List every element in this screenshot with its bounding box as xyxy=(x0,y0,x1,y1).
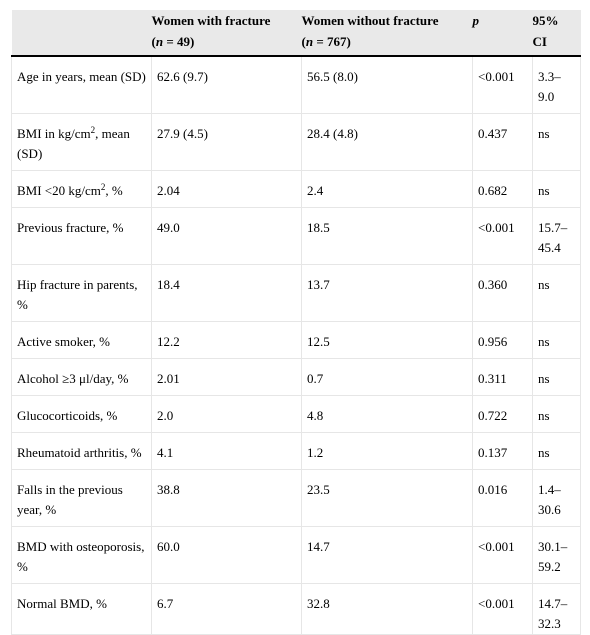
cell-without-fracture: 12.5 xyxy=(301,321,473,359)
header-p-value: p xyxy=(472,10,533,57)
header-without-n-val: = 767) xyxy=(313,34,351,49)
cell-with-fracture: 62.6 (9.7) xyxy=(151,56,302,114)
cell-p-value: 0.360 xyxy=(472,264,533,322)
cell-with-fracture: 2.04 xyxy=(151,170,302,208)
header-with-n-val: = 49) xyxy=(163,34,195,49)
row-label: BMI in kg/cm2, mean (SD) xyxy=(11,113,152,171)
row-label: BMI <20 kg/cm2, % xyxy=(11,170,152,208)
header-blank xyxy=(11,10,152,57)
cell-ci: 30.1–59.2 xyxy=(532,526,581,584)
table-row: Falls in the previous year, % 38.8 23.5 … xyxy=(11,469,581,527)
cell-without-fracture: 18.5 xyxy=(301,207,473,265)
cell-with-fracture: 60.0 xyxy=(151,526,302,584)
table-header: Women with fracture (n = 49) Women witho… xyxy=(11,10,581,57)
row-label-superscript: 2 xyxy=(90,125,96,135)
cell-with-fracture: 4.1 xyxy=(151,432,302,470)
cell-with-fracture: 38.8 xyxy=(151,469,302,527)
cell-p-value: <0.001 xyxy=(472,526,533,584)
header-ci-line2: CI xyxy=(532,34,547,49)
row-label: Glucocorticoids, % xyxy=(11,395,152,433)
cell-with-fracture: 18.4 xyxy=(151,264,302,322)
cell-ci: ns xyxy=(532,170,581,208)
cell-ci: ns xyxy=(532,113,581,171)
cell-ci: ns xyxy=(532,432,581,470)
table-row: BMD with osteoporosis, % 60.0 14.7 <0.00… xyxy=(11,526,581,584)
header-without-n-var: n xyxy=(305,34,314,49)
row-label-superscript: 2 xyxy=(100,182,106,192)
cell-p-value: 0.956 xyxy=(472,321,533,359)
table-row: Rheumatoid arthritis, % 4.1 1.2 0.137 ns xyxy=(11,432,581,470)
table-row: Hip fracture in parents, % 18.4 13.7 0.3… xyxy=(11,264,581,322)
row-label: Falls in the previous year, % xyxy=(11,469,152,527)
cell-with-fracture: 12.2 xyxy=(151,321,302,359)
row-label: Active smoker, % xyxy=(11,321,152,359)
cell-ci: 15.7–45.4 xyxy=(532,207,581,265)
row-label-suffix: , mean (SD) xyxy=(17,126,130,161)
cell-p-value: <0.001 xyxy=(472,583,533,635)
cell-ci: ns xyxy=(532,321,581,359)
row-label-text: BMI in kg/cm xyxy=(17,126,91,141)
header-without-title: Women without fracture xyxy=(301,13,439,28)
row-label: Alcohol ≥3 μl/day, % xyxy=(11,358,152,396)
table-row: Alcohol ≥3 μl/day, % 2.01 0.7 0.311 ns xyxy=(11,358,581,396)
cell-p-value: 0.016 xyxy=(472,469,533,527)
row-label-text: BMI <20 kg/cm xyxy=(17,183,101,198)
cell-without-fracture: 4.8 xyxy=(301,395,473,433)
header-with-title: Women with fracture xyxy=(151,13,271,28)
cell-with-fracture: 2.0 xyxy=(151,395,302,433)
cell-p-value: 0.137 xyxy=(472,432,533,470)
table-wrapper: Women with fracture (n = 49) Women witho… xyxy=(11,10,581,635)
header-ci-line1: 95% xyxy=(532,13,559,28)
table-row: Normal BMD, % 6.7 32.8 <0.001 14.7–32.3 xyxy=(11,583,581,635)
cell-p-value: 0.437 xyxy=(472,113,533,171)
header-p-label: p xyxy=(472,13,480,28)
cell-ci: ns xyxy=(532,395,581,433)
table-body: Age in years, mean (SD) 62.6 (9.7) 56.5 … xyxy=(11,56,581,635)
header-with-n-var: n xyxy=(155,34,164,49)
cell-without-fracture: 2.4 xyxy=(301,170,473,208)
row-label: BMD with osteoporosis, % xyxy=(11,526,152,584)
cell-p-value: <0.001 xyxy=(472,207,533,265)
row-label: Previous fracture, % xyxy=(11,207,152,265)
cell-with-fracture: 49.0 xyxy=(151,207,302,265)
cell-without-fracture: 1.2 xyxy=(301,432,473,470)
cell-without-fracture: 14.7 xyxy=(301,526,473,584)
row-label: Age in years, mean (SD) xyxy=(11,56,152,114)
comparison-table: Women with fracture (n = 49) Women witho… xyxy=(11,10,581,635)
table-row: BMI <20 kg/cm2, % 2.04 2.4 0.682 ns xyxy=(11,170,581,208)
cell-without-fracture: 56.5 (8.0) xyxy=(301,56,473,114)
cell-p-value: 0.311 xyxy=(472,358,533,396)
cell-without-fracture: 0.7 xyxy=(301,358,473,396)
cell-with-fracture: 2.01 xyxy=(151,358,302,396)
cell-without-fracture: 13.7 xyxy=(301,264,473,322)
row-label: Hip fracture in parents, % xyxy=(11,264,152,322)
header-row: Women with fracture (n = 49) Women witho… xyxy=(11,10,581,57)
header-women-with-fracture: Women with fracture (n = 49) xyxy=(151,10,302,57)
table-row: Active smoker, % 12.2 12.5 0.956 ns xyxy=(11,321,581,359)
header-women-without-fracture: Women without fracture (n = 767) xyxy=(301,10,473,57)
cell-ci: ns xyxy=(532,358,581,396)
cell-p-value: 0.682 xyxy=(472,170,533,208)
cell-p-value: <0.001 xyxy=(472,56,533,114)
cell-ci: ns xyxy=(532,264,581,322)
table-row: Age in years, mean (SD) 62.6 (9.7) 56.5 … xyxy=(11,56,581,114)
row-label: Rheumatoid arthritis, % xyxy=(11,432,152,470)
table-row: Previous fracture, % 49.0 18.5 <0.001 15… xyxy=(11,207,581,265)
table-row: BMI in kg/cm2, mean (SD) 27.9 (4.5) 28.4… xyxy=(11,113,581,171)
cell-p-value: 0.722 xyxy=(472,395,533,433)
cell-ci: 3.3–9.0 xyxy=(532,56,581,114)
cell-with-fracture: 27.9 (4.5) xyxy=(151,113,302,171)
cell-without-fracture: 32.8 xyxy=(301,583,473,635)
cell-ci: 1.4–30.6 xyxy=(532,469,581,527)
row-label-suffix: , % xyxy=(105,183,123,198)
table-row: Glucocorticoids, % 2.0 4.8 0.722 ns xyxy=(11,395,581,433)
cell-without-fracture: 23.5 xyxy=(301,469,473,527)
cell-without-fracture: 28.4 (4.8) xyxy=(301,113,473,171)
header-ci: 95% CI xyxy=(532,10,581,57)
